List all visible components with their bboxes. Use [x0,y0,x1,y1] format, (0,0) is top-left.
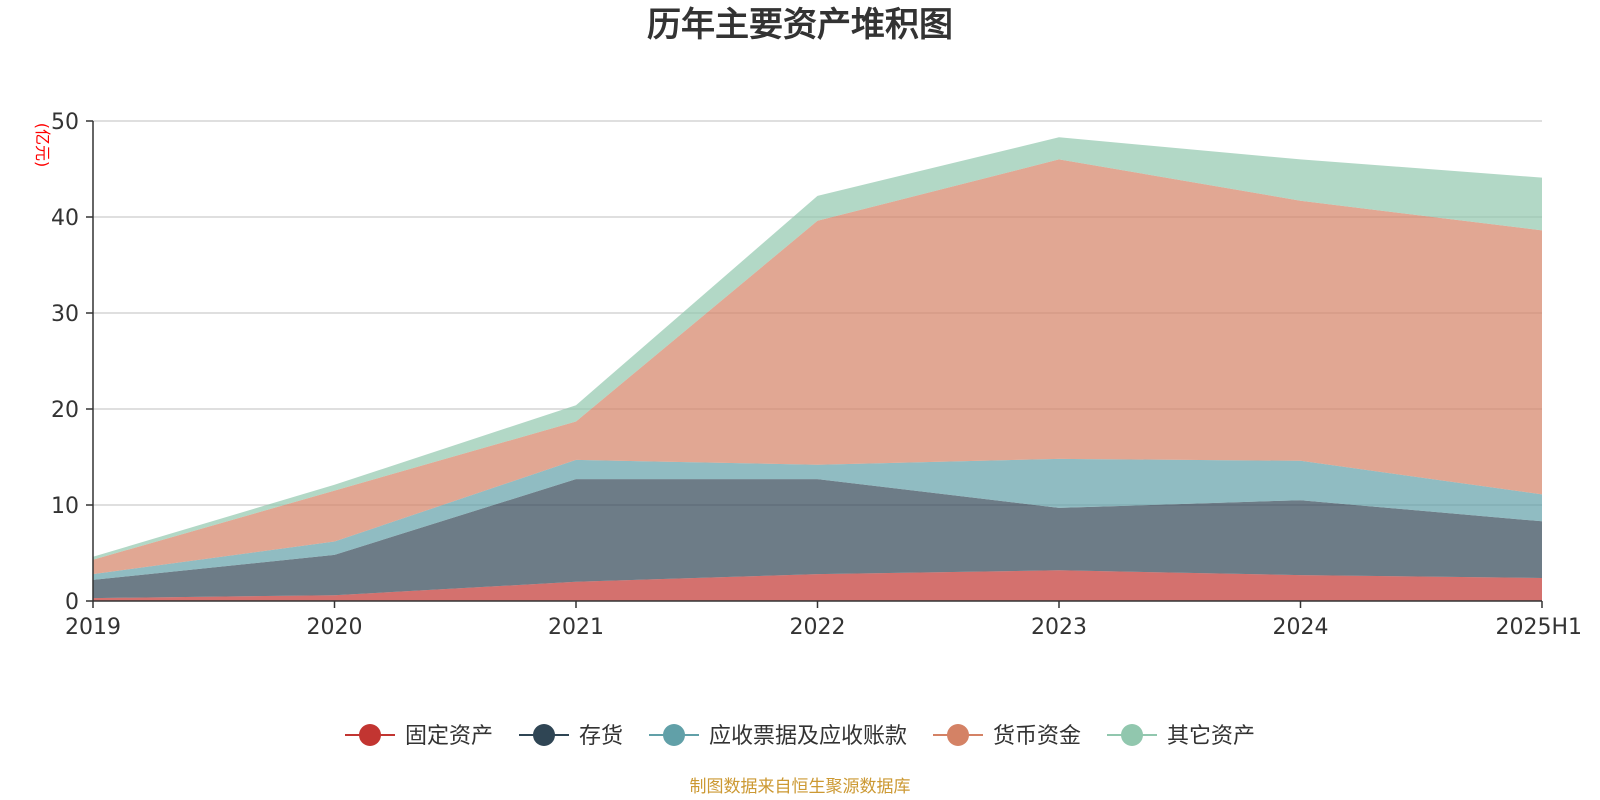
legend-circle-marker [947,724,969,746]
y-tick-label: 0 [65,590,79,615]
y-tick-label: 50 [51,110,79,135]
x-tick-label: 2025H1 [1495,615,1582,640]
x-tick-label: 2021 [548,615,604,640]
legend-item-4[interactable]: 货币资金 [933,724,1081,749]
x-tick-label: 2023 [1031,615,1087,640]
legend: 固定资产 存货 应收票据及应收账款 货币资金 其它资产 [345,724,1255,749]
y-axis-unit-label: (亿元) [33,123,52,168]
y-tick-label: 40 [51,206,79,231]
y-tick-label: 30 [51,302,79,327]
legend-circle-marker [533,724,555,746]
area-series-1[interactable] [93,570,1542,601]
x-tick-label: 2020 [307,615,363,640]
x-tick-label: 2024 [1273,615,1329,640]
legend-label: 存货 [579,724,623,749]
y-tick-label: 20 [51,398,79,423]
legend-item-3[interactable]: 应收票据及应收账款 [649,724,907,749]
x-tick-label: 2022 [790,615,846,640]
y-tick-label: 10 [51,494,79,519]
legend-item-1[interactable]: 固定资产 [345,724,493,749]
area-series-4[interactable] [93,159,1542,575]
x-tick-label: 2019 [65,615,121,640]
area-series-3[interactable] [93,458,1542,580]
axes: 0 10 20 30 40 50 2019 2020 2021 2022 2023 2024 2025H… [51,110,1582,640]
legend-label: 其它资产 [1167,724,1255,749]
area-series-2[interactable] [93,479,1542,599]
area-series-group [93,137,1542,601]
data-source-note: 制图数据来自恒生聚源数据库 [690,777,911,797]
legend-item-2[interactable]: 存货 [519,724,623,749]
area-series-5[interactable] [93,137,1542,560]
legend-item-5[interactable]: 其它资产 [1107,724,1255,749]
legend-label: 应收票据及应收账款 [709,724,907,749]
legend-circle-marker [1121,724,1143,746]
chart-title: 历年主要资产堆积图 [647,5,953,45]
legend-circle-marker [663,724,685,746]
legend-label: 货币资金 [993,724,1081,749]
legend-label: 固定资产 [405,724,493,749]
legend-circle-marker [359,724,381,746]
